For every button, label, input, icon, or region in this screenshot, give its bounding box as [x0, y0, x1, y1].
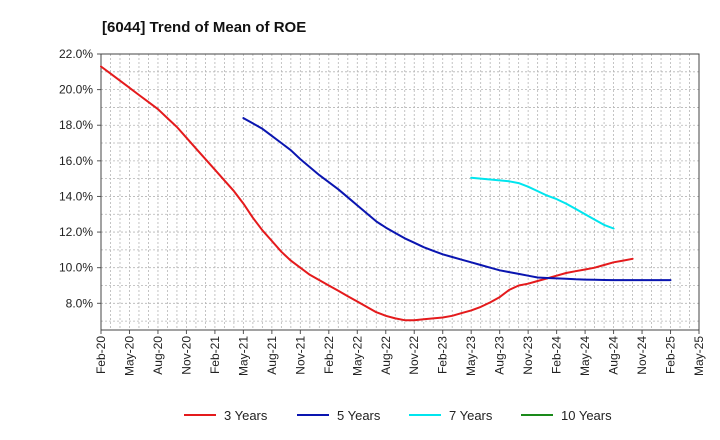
x-tick-label: Nov-24: [635, 336, 649, 375]
y-tick-label: 20.0%: [59, 83, 93, 97]
legend-label: 3 Years: [224, 408, 268, 423]
series-line-5-years: [242, 117, 672, 282]
y-tick-label: 10.0%: [59, 261, 93, 275]
x-tick-label: May-25: [692, 336, 706, 376]
x-tick-label: Aug-22: [379, 336, 393, 375]
x-tick-label: Feb-25: [664, 336, 678, 374]
legend-label: 7 Years: [449, 408, 493, 423]
y-tick-label: 8.0%: [66, 296, 94, 310]
plot-background: [101, 54, 699, 330]
x-tick-label: Feb-23: [436, 336, 450, 374]
y-tick-label: 18.0%: [59, 118, 93, 132]
x-tick-label: May-23: [464, 336, 478, 376]
plot-area: 8.0% 10.0% 12.0% 14.0% 16.0% 18.0% 20.0% 22.0% F…: [59, 47, 706, 376]
x-tick-label: Feb-21: [208, 336, 222, 374]
x-tick-label: Nov-21: [293, 336, 307, 375]
series-line-7-years: [470, 176, 615, 230]
legend-label: 10 Years: [561, 408, 612, 423]
x-tick-label: Nov-23: [521, 336, 535, 375]
chart-title: [6044] Trend of Mean of ROE: [102, 19, 306, 36]
x-tick-label: Aug-23: [493, 336, 507, 375]
x-tick-label: May-24: [578, 336, 592, 376]
x-tick-label: May-20: [122, 336, 136, 376]
legend-label: 5 Years: [337, 408, 381, 423]
x-tick-label: Feb-24: [550, 336, 564, 374]
series-line-3-years: [100, 65, 634, 322]
plot-frame: [100, 53, 700, 331]
y-tick-label: 14.0%: [59, 189, 93, 203]
y-tick-label: 22.0%: [59, 47, 93, 61]
y-tick-label: 12.0%: [59, 225, 93, 239]
x-tick-label: Feb-20: [94, 336, 108, 374]
x-tick-label: Aug-20: [151, 336, 165, 375]
x-tick-label: May-21: [236, 336, 250, 376]
x-tick-label: Aug-21: [265, 336, 279, 375]
y-tick-label: 16.0%: [59, 154, 93, 168]
x-tick-label: Feb-22: [322, 336, 336, 374]
x-tick-label: May-22: [350, 336, 364, 376]
x-tick-label: Aug-24: [607, 336, 621, 375]
legend: 3 Years 5 Years 7 Years 10 Years: [184, 408, 612, 423]
x-tick-label: Nov-22: [407, 336, 421, 375]
x-tick-label: Nov-20: [179, 336, 193, 375]
